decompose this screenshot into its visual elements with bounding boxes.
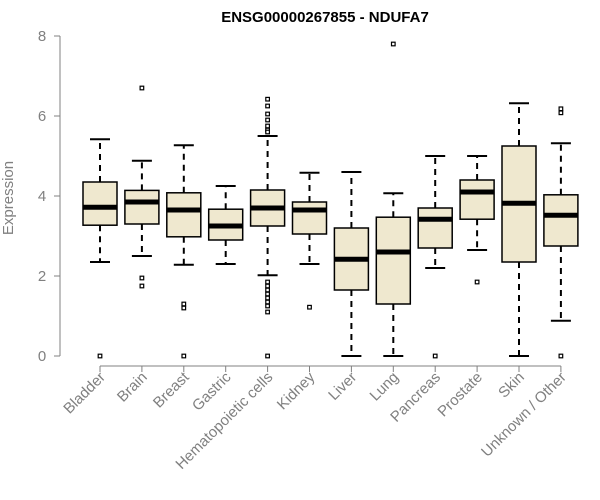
iqr-box [417, 207, 453, 249]
chart-title: ENSG00000267855 - NDUFA7 [221, 9, 429, 26]
outlier-point [265, 295, 270, 301]
box-prostate [459, 155, 495, 285]
box-liver [333, 171, 370, 357]
iqr-box [124, 189, 160, 225]
outlier-point [265, 129, 270, 135]
y-tick-label: 4 [38, 188, 46, 205]
outlier-point [265, 303, 270, 309]
outlier-point [265, 309, 270, 315]
iqr-box [291, 201, 328, 235]
box-kidney [291, 171, 328, 310]
outlier-point [181, 301, 187, 307]
iqr-box [459, 179, 495, 220]
iqr-box [82, 181, 118, 226]
outlier-point [390, 41, 396, 47]
box-gastric [207, 185, 244, 265]
outlier-point [265, 287, 270, 293]
x-tick-label-skin: Skin [495, 369, 528, 402]
outlier-point [432, 353, 438, 359]
x-tick-label-kidney: Kidney [274, 368, 319, 413]
iqr-box [375, 216, 412, 305]
outlier-point [181, 305, 187, 311]
outlier-point [558, 110, 564, 116]
iqr-box [166, 192, 202, 238]
outlier-point [97, 353, 103, 359]
box-brain [124, 85, 160, 289]
box-pancreas [417, 155, 453, 359]
outlier-point [139, 283, 145, 289]
x-tick-label-prostate: Prostate [434, 369, 486, 421]
outlier-point [265, 103, 270, 109]
outlier-point [265, 279, 270, 285]
y-tick-label: 8 [38, 28, 46, 45]
y-tick-label: 2 [38, 268, 46, 285]
outlier-point [558, 106, 564, 112]
outlier-point [307, 304, 312, 310]
outlier-point [474, 279, 480, 285]
y-tick-label: 0 [38, 348, 46, 365]
outlier-point [265, 291, 270, 297]
x-tick-label-bladder: Bladder [60, 369, 109, 418]
outlier-point [265, 123, 270, 129]
outlier-point [139, 275, 145, 281]
box-lung [375, 41, 412, 357]
outlier-point [181, 353, 187, 359]
x-tick-label-liver: Liver [325, 369, 360, 404]
boxes-group [82, 41, 579, 359]
x-tick-label-lung: Lung [367, 369, 403, 405]
outlier-point [265, 96, 270, 102]
outlier-point [265, 299, 270, 305]
box-hematopoietic-cells [249, 96, 286, 359]
box-unknown-other [543, 106, 579, 359]
outlier-point [558, 353, 564, 359]
outlier-point [265, 111, 270, 117]
box-bladder [82, 138, 118, 359]
y-axis: 0 2 4 6 8 [38, 28, 61, 365]
outlier-point [265, 117, 270, 123]
x-tick-label-breast: Breast [150, 368, 193, 411]
y-axis-label: Expression [0, 161, 17, 235]
box-breast [166, 144, 202, 359]
outlier-point [265, 353, 270, 359]
outlier-point [265, 283, 270, 289]
iqr-box [543, 194, 579, 247]
y-tick-label: 6 [38, 108, 46, 125]
x-tick-label-brain: Brain [114, 369, 151, 406]
box-skin [501, 102, 537, 357]
outlier-point [139, 85, 145, 91]
